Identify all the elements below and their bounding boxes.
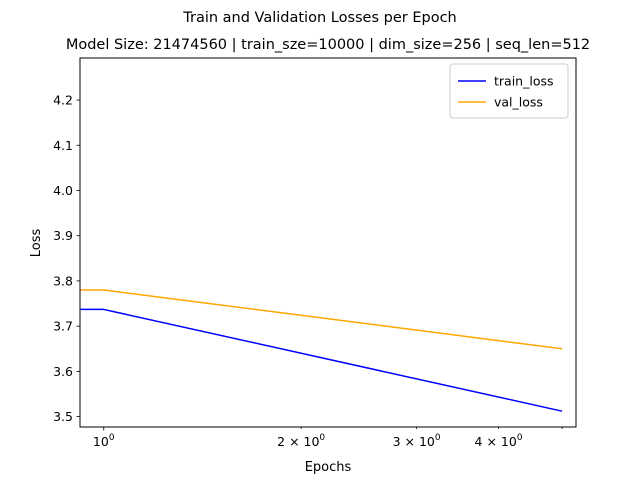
legend: train_loss val_loss bbox=[449, 63, 569, 119]
x-axis-label: Epochs bbox=[305, 460, 352, 475]
chart-title: Model Size: 21474560 | train_sze=10000 |… bbox=[66, 37, 590, 53]
y-tick-label: 3.7 bbox=[53, 319, 73, 334]
x-tick-label: 2 × 100 bbox=[277, 433, 325, 449]
y-tick-label: 4.0 bbox=[53, 183, 73, 198]
axes-frame bbox=[79, 57, 577, 428]
y-tick-label: 3.5 bbox=[53, 409, 73, 424]
legend-box bbox=[449, 63, 569, 119]
y-tick-label: 3.8 bbox=[53, 273, 73, 288]
y-tick-label: 4.2 bbox=[53, 93, 73, 108]
x-tick-label: 3 × 100 bbox=[393, 433, 441, 449]
legend-label-train_loss: train_loss bbox=[494, 74, 554, 89]
legend-label-val_loss: val_loss bbox=[494, 95, 543, 110]
y-tick-label: 4.1 bbox=[53, 138, 73, 153]
plot-area bbox=[80, 289, 563, 412]
chart-suptitle: Train and Validation Losses per Epoch bbox=[182, 10, 456, 26]
y-tick-label: 3.9 bbox=[53, 228, 73, 243]
x-tick-label: 100 bbox=[93, 433, 115, 449]
y-axis-label: Loss bbox=[29, 229, 44, 258]
series-line-train_loss bbox=[80, 308, 563, 412]
axis-ticks: 3.5 3.6 3.7 3.8 3.9 4.0 4.1 4.2 100 2 × 100 3 × 10… bbox=[53, 93, 563, 449]
x-tick-label: 4 × 100 bbox=[475, 433, 523, 449]
y-tick-label: 3.6 bbox=[53, 364, 73, 379]
series-line-val_loss bbox=[80, 289, 563, 350]
